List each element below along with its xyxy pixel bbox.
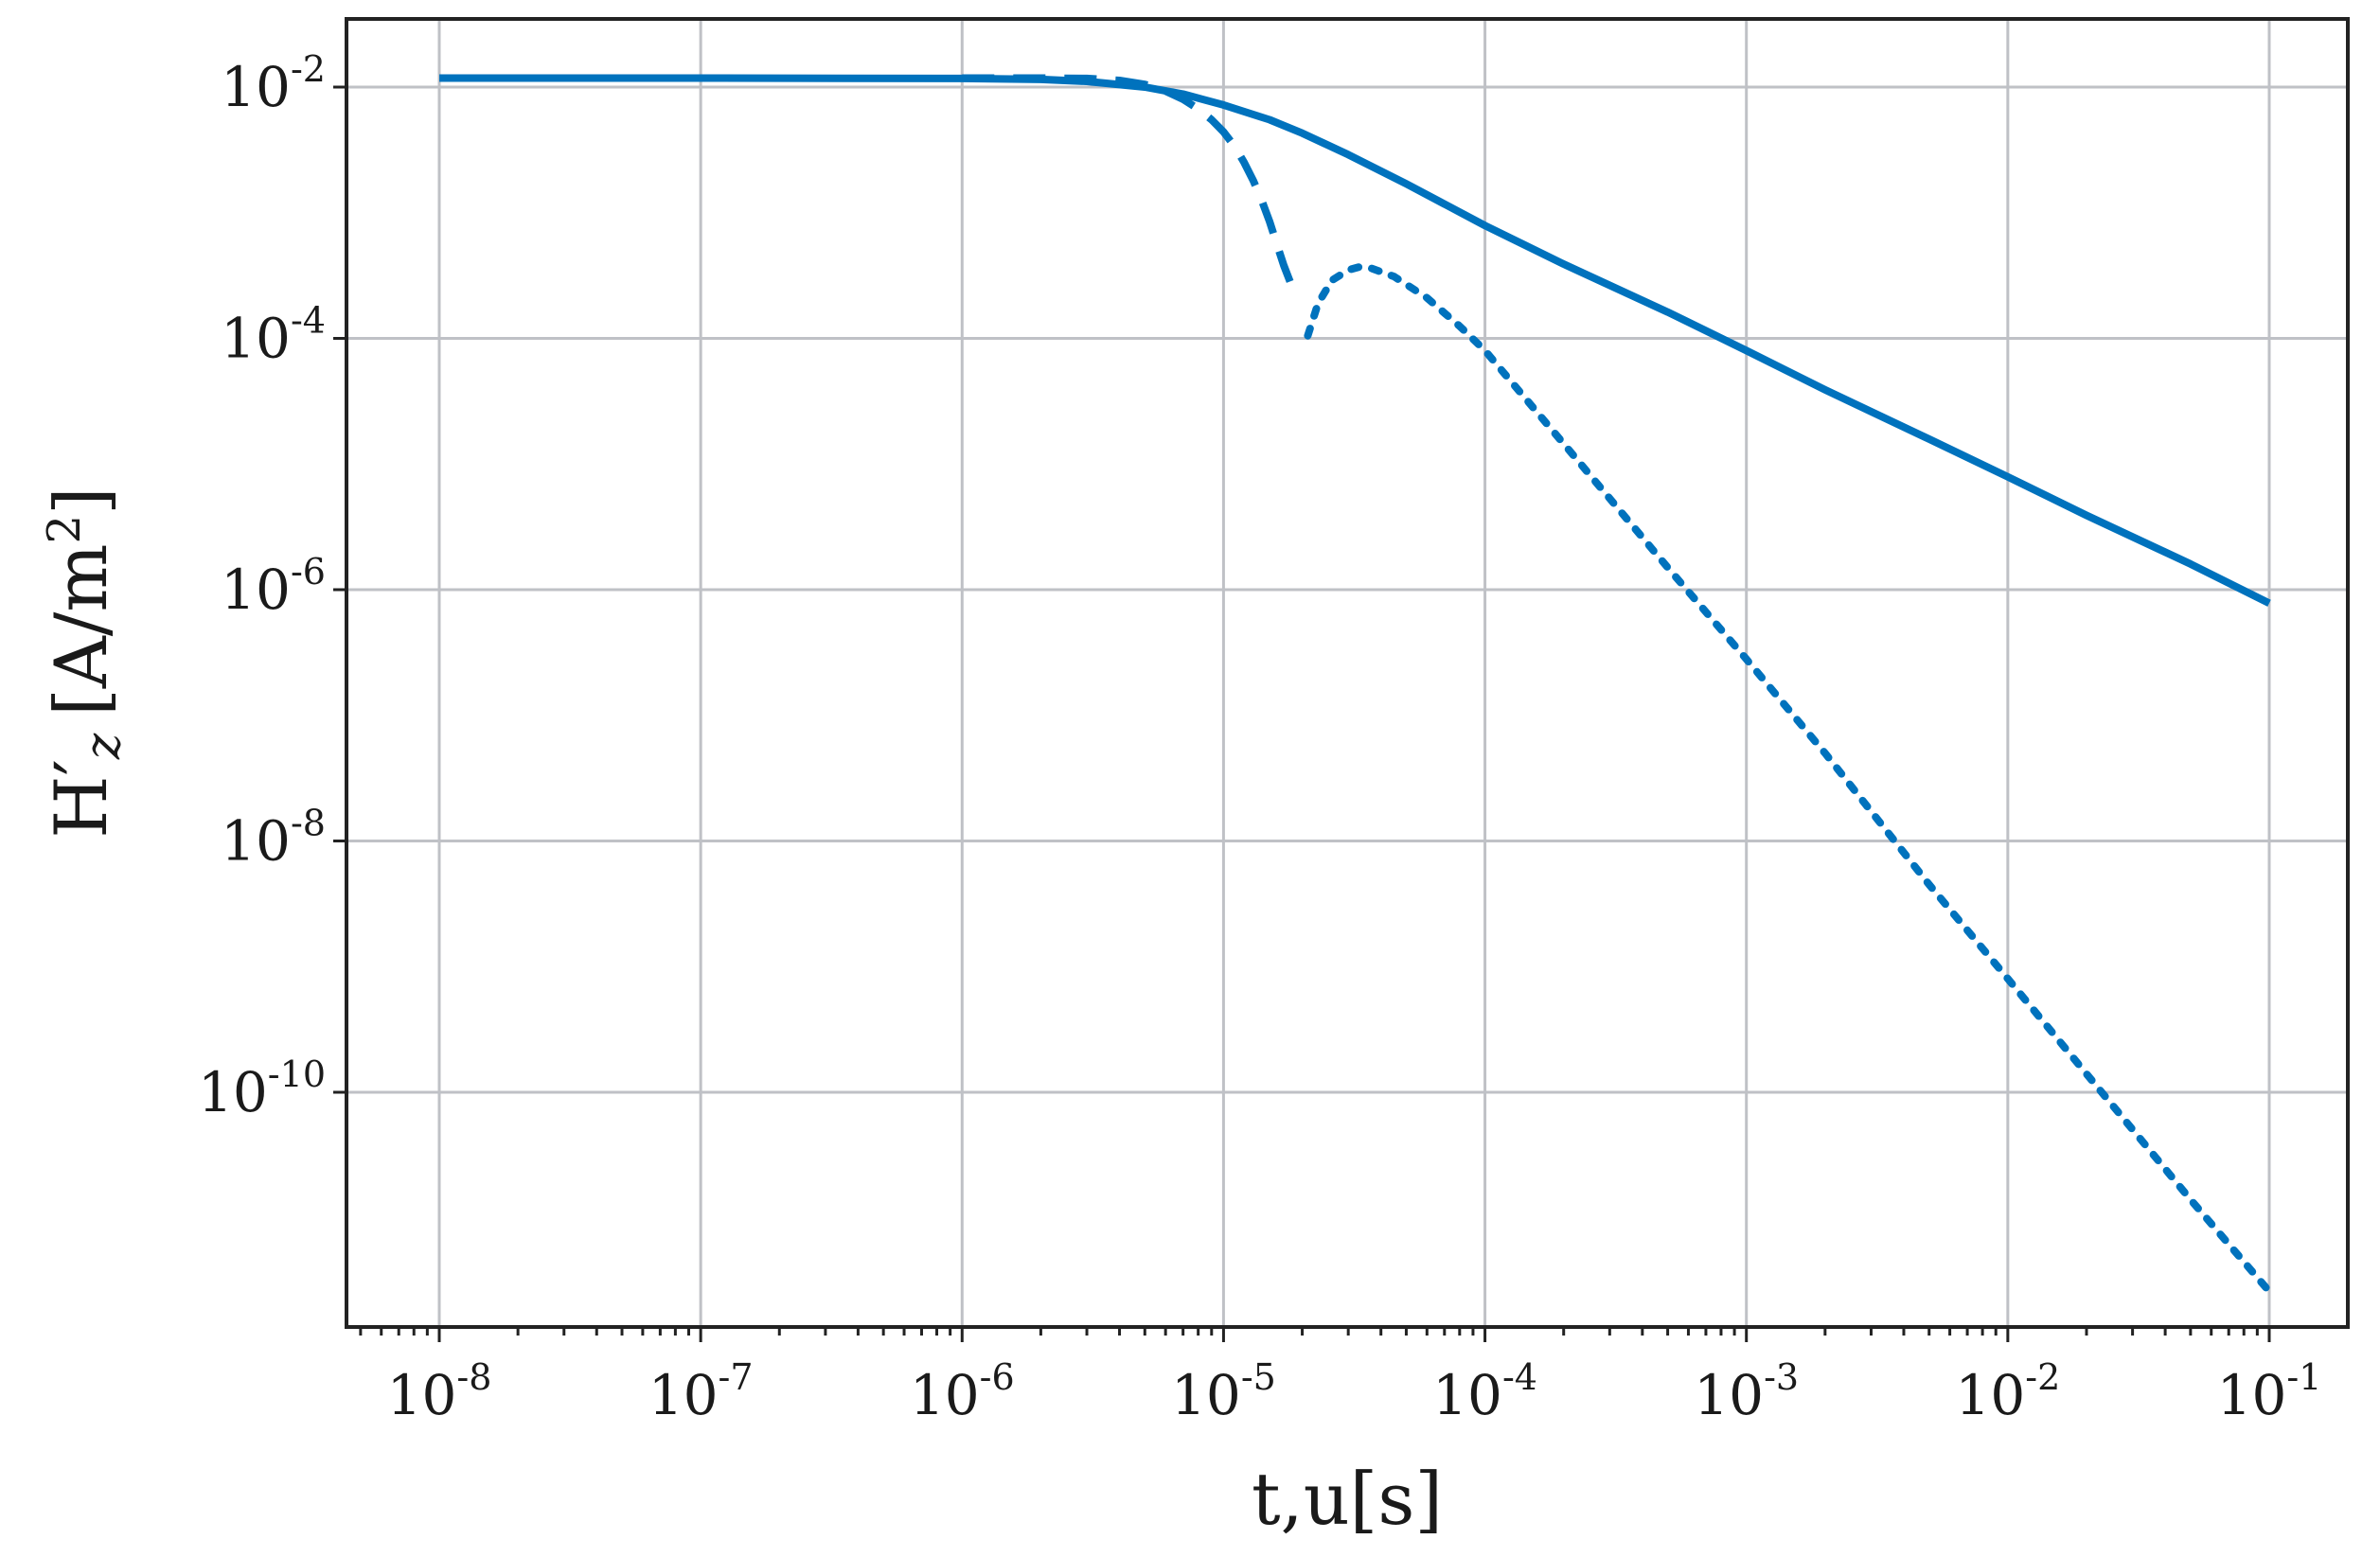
series-group (439, 74, 2273, 1296)
x-tick-label: 10-7 (648, 1356, 754, 1427)
y-axis-title-unit-close: ] (39, 487, 123, 515)
series-line-dotted (1304, 263, 2273, 1296)
x-tick-label: 10-5 (1171, 1356, 1276, 1427)
y-tick-label: 10-6 (221, 551, 326, 622)
x-tick-label: 10-4 (1432, 1356, 1537, 1427)
x-axis-title: t,u[s] (1252, 1457, 1443, 1541)
y-tick-label: 10-10 (198, 1053, 326, 1124)
x-tick-label: 10-3 (1694, 1356, 1799, 1427)
y-tick-label: 10-4 (221, 300, 326, 371)
x-tick-label: 10-8 (387, 1356, 492, 1427)
y-tick-labels: 10-2 10-4 10-6 10-8 10-10 (198, 48, 326, 1124)
series-line-dashed (962, 74, 1294, 284)
y-axis-title: H′z [A/m2] (38, 487, 132, 838)
x-tick-label: 10-1 (2217, 1356, 2322, 1427)
grid (346, 19, 2348, 1327)
y-axis-title-unit: [A/m (39, 544, 123, 717)
svg-text:H′z[A/m2]: H′z [A/m2] (38, 487, 132, 838)
x-tick-label: 10-6 (910, 1356, 1015, 1427)
x-minor-ticks (333, 85, 2271, 1342)
y-tick-label: 10-8 (221, 803, 326, 874)
plot-frame (345, 17, 2350, 1329)
x-tick-label: 10-2 (1955, 1356, 2060, 1427)
y-tick-label: 10-2 (221, 48, 326, 119)
x-tick-labels: 10-8 10-7 10-6 10-5 10-4 10-3 10-2 10-1 (387, 1356, 2322, 1427)
y-axis-title-unit-power: 2 (38, 515, 91, 544)
series-line-solid (439, 74, 2271, 607)
y-axis-title-subscript: z (75, 733, 132, 760)
y-axis-title-main: H′ (39, 759, 123, 839)
